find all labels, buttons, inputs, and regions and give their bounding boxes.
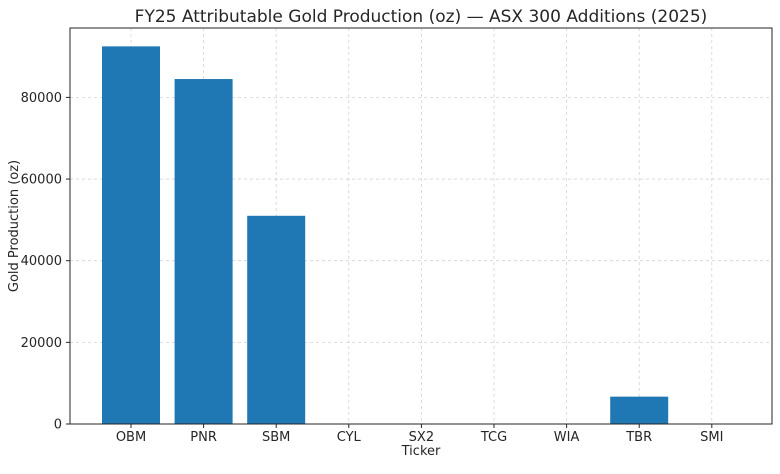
y-axis-label: Gold Production (oz): [7, 160, 22, 292]
x-tick-label: WIA: [554, 430, 580, 445]
x-tick-label: OBM: [116, 430, 146, 445]
bars: [102, 46, 669, 425]
x-tick-label: CYL: [337, 430, 362, 445]
x-tick-label: PNR: [190, 430, 217, 445]
bar-tbr: [610, 396, 669, 424]
chart-title: FY25 Attributable Gold Production (oz) —…: [135, 7, 708, 27]
y-tick-label: 0: [54, 418, 62, 433]
y-axis-ticks: 0 20000 40000 60000 80000: [21, 91, 70, 433]
y-tick-label: 20000: [21, 336, 62, 351]
bar-pnr: [174, 79, 233, 424]
y-tick-label: 60000: [21, 173, 62, 188]
x-tick-label: SMI: [700, 430, 723, 445]
x-tick-label: TBR: [625, 430, 652, 445]
x-tick-label: SBM: [262, 430, 290, 445]
x-axis-ticks: OBM PNR SBM CYL SX2 TCG WIA TBR SMI: [116, 424, 723, 445]
bar-sbm: [247, 215, 306, 424]
y-tick-label: 80000: [21, 91, 62, 106]
bar-obm: [102, 46, 160, 425]
y-tick-label: 40000: [21, 254, 62, 269]
x-axis-label: Ticker: [401, 444, 441, 459]
x-tick-label: TCG: [480, 430, 507, 445]
x-tick-label: SX2: [409, 430, 434, 445]
